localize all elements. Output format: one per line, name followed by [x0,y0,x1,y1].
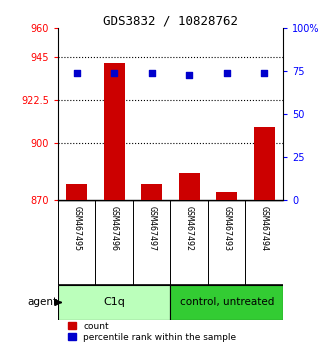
Text: GSM467494: GSM467494 [260,206,269,251]
Text: GSM467495: GSM467495 [72,206,81,251]
Text: GSM467497: GSM467497 [147,206,156,251]
Point [149,70,154,76]
Point [187,72,192,78]
Text: control, untreated: control, untreated [179,297,274,308]
Bar [104,63,124,200]
Bar [141,184,162,200]
Text: GSM467496: GSM467496 [110,206,119,251]
Bar [170,285,283,320]
Point [224,70,229,76]
Bar [254,127,274,200]
Text: agent: agent [28,297,58,308]
Title: GDS3832 / 10828762: GDS3832 / 10828762 [103,14,238,27]
Point [112,70,117,76]
Text: GSM467492: GSM467492 [185,206,194,251]
Legend: count, percentile rank within the sample: count, percentile rank within the sample [67,321,237,343]
Bar [216,192,237,200]
Text: C1q: C1q [103,297,125,308]
Point [74,70,79,76]
Bar [58,285,170,320]
Bar [66,184,87,200]
Text: GSM467493: GSM467493 [222,206,231,251]
Bar [179,173,200,200]
Point [261,70,267,76]
